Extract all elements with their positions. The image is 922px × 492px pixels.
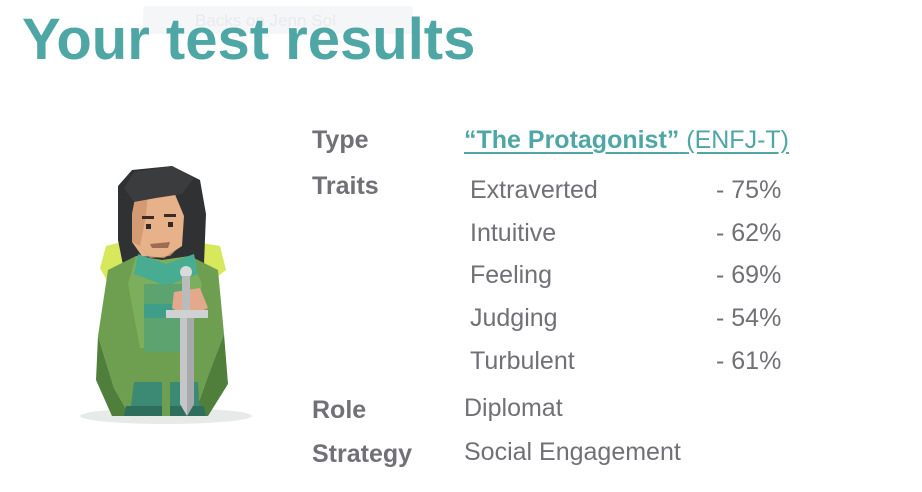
- personality-type-code: (ENFJ-T): [686, 126, 789, 154]
- trait-name: Judging: [470, 304, 558, 332]
- trait-percentage: - 54%: [716, 304, 782, 332]
- faded-background-label: Backs on Jenn Sol: [143, 6, 413, 34]
- role-value: Diplomat: [464, 394, 563, 422]
- strategy-value: Social Engagement: [464, 438, 681, 466]
- faded-background-text: Backs on Jenn Sol: [195, 11, 336, 30]
- role-label: Role: [312, 396, 367, 424]
- page-title: Your test results: [22, 7, 476, 72]
- trait-percentage: - 62%: [716, 219, 782, 247]
- personality-type-link[interactable]: “The Protagonist” (ENFJ-T): [464, 125, 789, 155]
- trait-percentage: - 61%: [716, 347, 782, 375]
- trait-percentage: - 69%: [716, 261, 782, 289]
- strategy-label: Strategy: [312, 440, 413, 468]
- type-label: Type: [312, 126, 369, 154]
- personality-type-name: “The Protagonist”: [464, 126, 680, 154]
- trait-name: Turbulent: [470, 347, 575, 375]
- protagonist-knight-icon: [80, 166, 252, 424]
- trait-percentage: - 75%: [716, 176, 782, 204]
- trait-name: Feeling: [470, 261, 552, 289]
- trait-name: Intuitive: [470, 219, 557, 247]
- traits-label: Traits: [312, 172, 379, 200]
- trait-name: Extraverted: [470, 176, 598, 204]
